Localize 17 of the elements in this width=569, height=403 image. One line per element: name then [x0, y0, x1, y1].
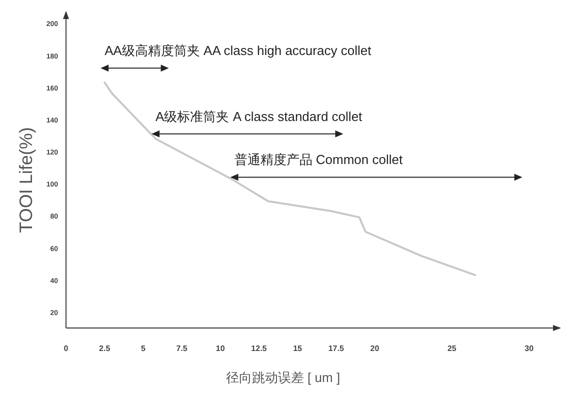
x-tick-label: 15: [293, 344, 303, 353]
x-tick-label: 17.5: [328, 344, 344, 353]
line-series: [104, 82, 476, 276]
x-tick-label: 5: [140, 344, 146, 353]
x-tick-label: 10: [216, 344, 226, 353]
x-tick-label: 25: [447, 344, 457, 353]
series-label: 普通精度产品 Common collet: [234, 152, 403, 168]
series-label: A级标准筒夹 A class standard collet: [156, 108, 363, 124]
x-tick-label: 20: [370, 344, 380, 353]
x-tick-label: 2.5: [99, 344, 111, 353]
x-tick-label: 12.5: [251, 344, 268, 353]
x-axis-title: 径向跳动误差 [ um ]: [226, 370, 340, 385]
x-tick-label: 7.5: [176, 344, 188, 353]
x-tick-label: 30: [524, 344, 534, 353]
x-tick-label: 0: [64, 344, 69, 353]
series-label: AA级高精度筒夹 AA class high accuracy collet: [104, 43, 372, 58]
y-axis-title: TOOI Life(%): [16, 127, 36, 233]
